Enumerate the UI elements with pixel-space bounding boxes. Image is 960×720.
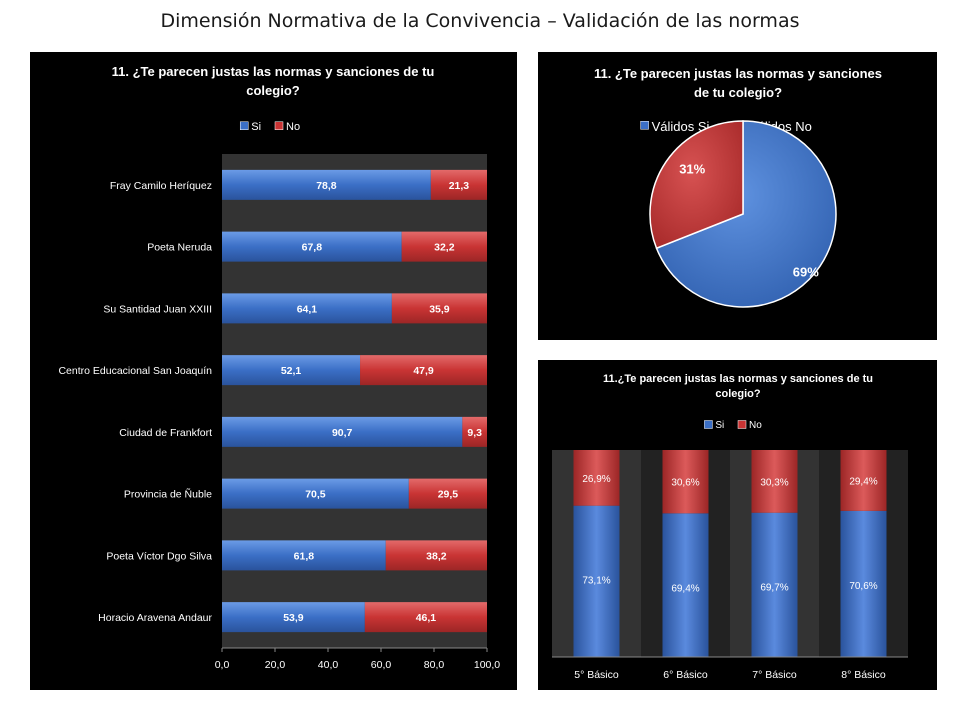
category-label: Poeta Víctor Dgo Silva [106, 550, 212, 562]
data-label-no: 29,4% [849, 476, 877, 487]
chart-schools: 11. ¿Te parecen justas las normas y sanc… [58, 64, 500, 671]
bar-si [573, 505, 620, 657]
x-tick-label: 20,0 [265, 659, 286, 671]
chart-title: 11.¿Te parecen justas las normas y sanci… [603, 373, 873, 385]
category-label: Provincia de Ñuble [124, 488, 212, 501]
bar-no [751, 450, 798, 513]
data-label-si: 69,7% [760, 583, 788, 594]
data-label-si: 52,1 [281, 365, 302, 377]
category-label: Ciudad de Frankfort [119, 427, 212, 439]
legend-label-si: Si [251, 121, 261, 133]
category-label: Fray Camilo Heríquez [110, 180, 212, 192]
legend-swatch-si [239, 121, 249, 130]
chart-grades: 11.¿Te parecen justas las normas y sanci… [552, 373, 908, 681]
bar-no [462, 416, 487, 447]
category-label: Horacio Aravena Andaur [98, 612, 212, 624]
pie-label-si: 69% [793, 265, 819, 280]
category-label: Su Santidad Juan XXIII [103, 303, 212, 315]
category-label: 6° Básico [663, 669, 708, 681]
legend-swatch-si [704, 420, 713, 429]
pie-slice-no [649, 120, 744, 250]
chart-title: 11. ¿Te parecen justas las normas y sanc… [594, 66, 882, 81]
data-label-si: 69,4% [671, 583, 699, 594]
x-tick-label: 100,0 [474, 659, 500, 671]
chart-grades-panel: 11.¿Te parecen justas las normas y sanci… [538, 360, 937, 690]
legend-swatch-no [274, 121, 284, 130]
page-title: Dimensión Normativa de la Convivencia – … [160, 10, 800, 32]
bar-no [360, 355, 487, 386]
legend-label-si: Si [715, 420, 724, 431]
category-label: Poeta Neruda [147, 242, 212, 254]
bar-no [573, 450, 620, 506]
category-label: 5° Básico [574, 669, 619, 681]
bar-no [430, 169, 487, 200]
data-label-si: 70,5 [305, 489, 326, 501]
data-label-no: 9,3 [467, 427, 482, 439]
bar-no [364, 602, 487, 633]
data-label-si: 67,8 [302, 242, 323, 254]
bar-no [385, 540, 487, 571]
bar-no [408, 478, 487, 509]
data-label-no: 46,1 [416, 612, 437, 624]
bar-si [662, 513, 709, 657]
bar-si [751, 512, 798, 657]
pie-label-no: 31% [679, 161, 705, 176]
data-label-no: 32,2 [434, 242, 455, 254]
chart-title: colegio? [246, 83, 300, 98]
data-label-no: 47,9 [413, 365, 434, 377]
data-label-no: 26,9% [582, 474, 610, 485]
chart-schools-panel: 11. ¿Te parecen justas las normas y sanc… [30, 52, 517, 690]
data-label-si: 70,6% [849, 581, 877, 592]
bar-si [222, 478, 409, 509]
x-tick-label: 60,0 [371, 659, 392, 671]
data-label-si: 61,8 [294, 550, 315, 562]
bar-si [222, 169, 431, 200]
data-label-no: 21,3 [449, 180, 470, 192]
legend-swatch-no [737, 420, 747, 429]
data-label-si: 90,7 [332, 427, 353, 439]
chart-title: 11. ¿Te parecen justas las normas y sanc… [112, 64, 435, 79]
data-label-si: 64,1 [297, 303, 318, 315]
legend-label-si: Válidos Si [652, 119, 710, 134]
bar-si [222, 355, 361, 386]
category-label: 7° Básico [752, 669, 797, 681]
chart-pie: 11. ¿Te parecen justas las normas y sanc… [594, 66, 882, 308]
data-label-no: 29,5 [438, 489, 459, 501]
chart-title: colegio? [715, 388, 761, 400]
legend-swatch-si [640, 121, 649, 130]
data-label-no: 38,2 [426, 550, 447, 562]
plot-area [222, 154, 487, 648]
bar-si [222, 602, 365, 633]
chart-title: de tu colegio? [694, 85, 782, 100]
data-label-no: 35,9 [429, 303, 450, 315]
bar-no [662, 450, 709, 514]
bar-si [840, 510, 887, 657]
data-label-si: 53,9 [283, 612, 304, 624]
chart-pie-panel: 11. ¿Te parecen justas las normas y sanc… [538, 52, 937, 340]
legend-label-no: No [286, 121, 300, 133]
x-tick-label: 40,0 [318, 659, 339, 671]
category-label: Centro Educacional San Joaquín [58, 365, 212, 377]
x-tick-label: 80,0 [424, 659, 445, 671]
bar-no [391, 293, 487, 324]
legend-label-no: No [749, 420, 762, 431]
bar-no [401, 231, 487, 262]
x-tick-label: 0,0 [215, 659, 230, 671]
bar-si [222, 293, 392, 324]
bar-si [222, 231, 402, 262]
category-label: 8° Básico [841, 669, 886, 681]
bar-si [222, 416, 463, 447]
bar-si [222, 540, 386, 571]
bar-no [840, 450, 887, 511]
data-label-si: 78,8 [316, 180, 337, 192]
data-label-si: 73,1% [582, 576, 610, 587]
data-label-no: 30,6% [671, 478, 699, 489]
pie-slice-si [655, 120, 837, 308]
data-label-no: 30,3% [760, 477, 788, 488]
